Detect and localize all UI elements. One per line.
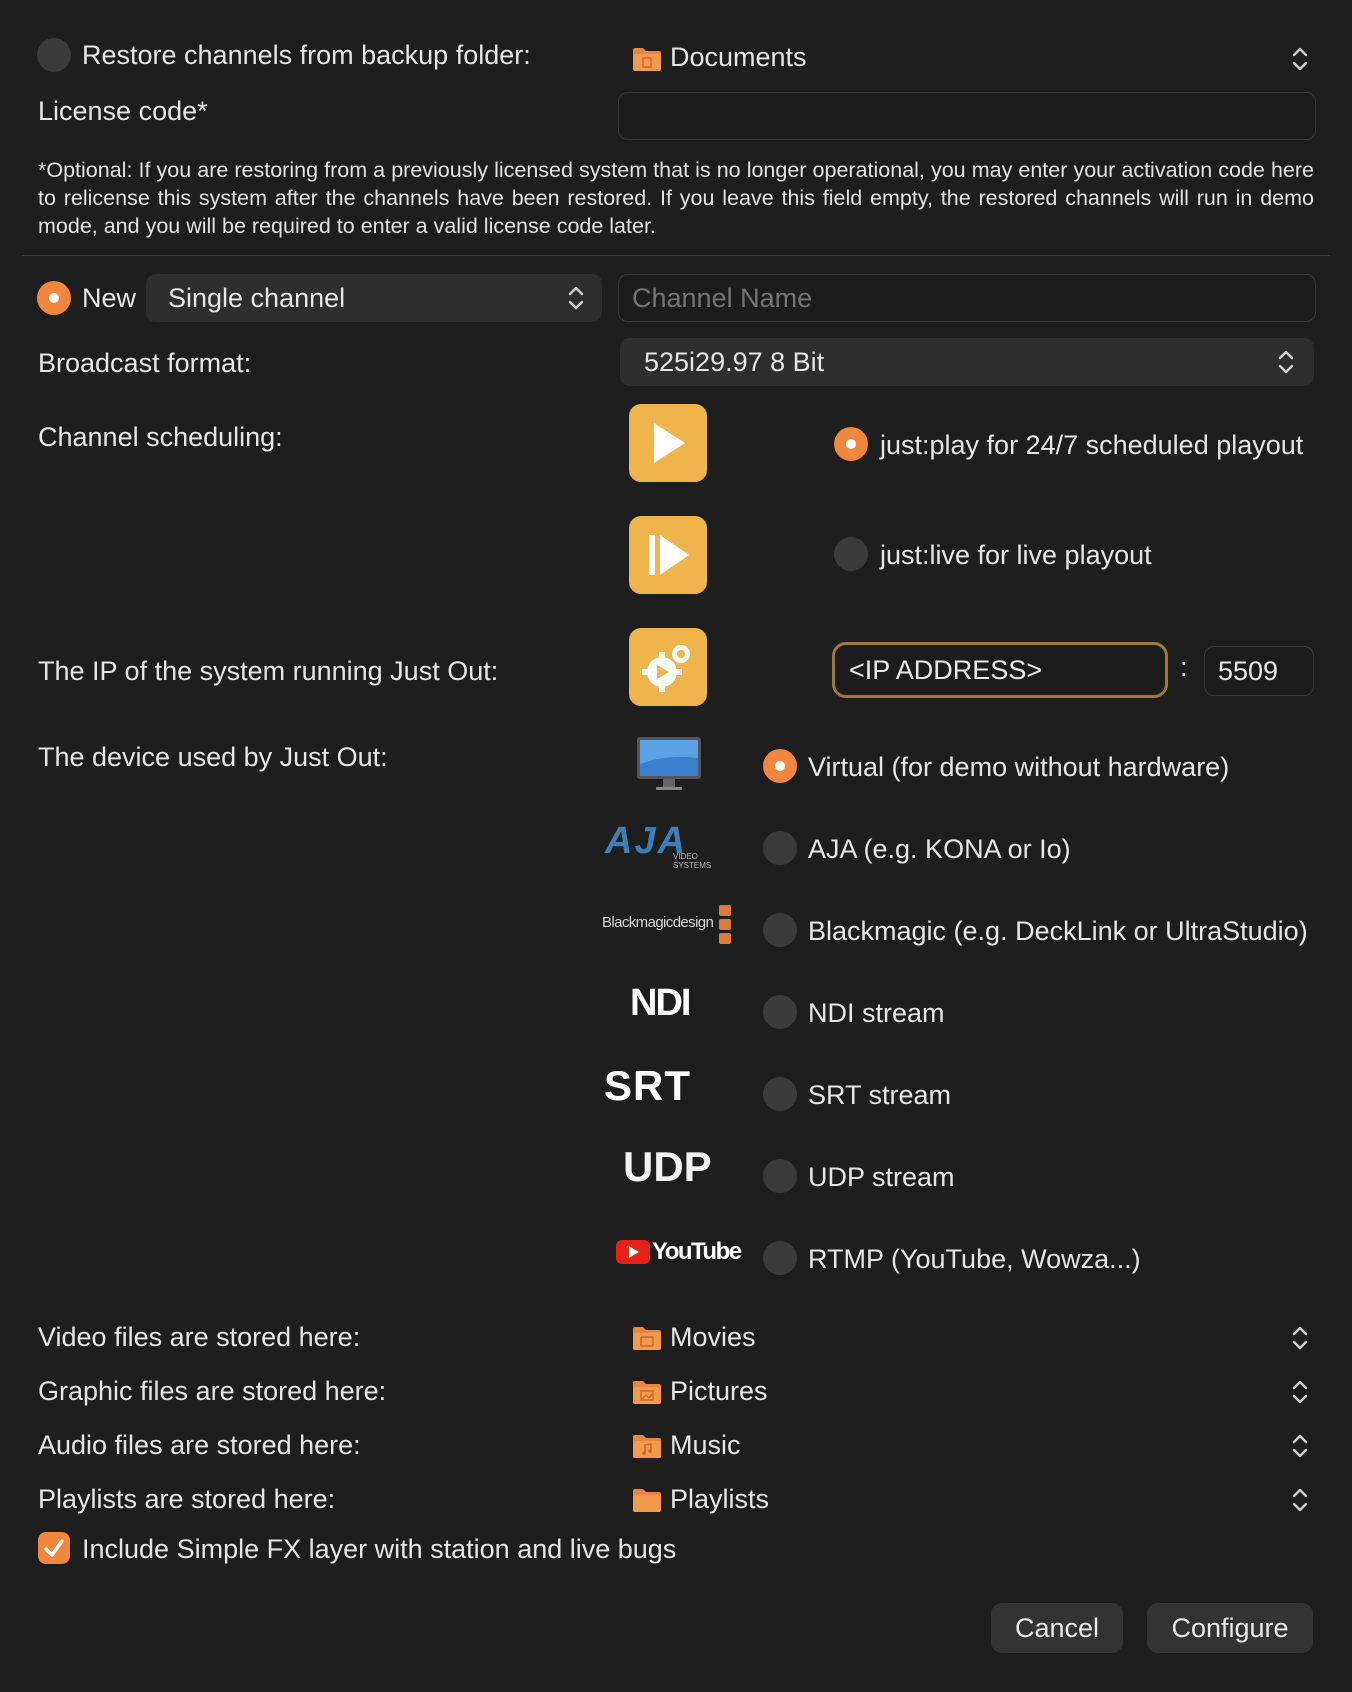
video-folder-popup[interactable]: Movies xyxy=(620,1318,1320,1358)
device-srt-label: SRT stream xyxy=(808,1080,952,1110)
device-rtmp-label: RTMP (YouTube, Wowza...) xyxy=(808,1244,1141,1274)
folder-icon xyxy=(633,1381,661,1404)
playlists-storage-label: Playlists are stored here: xyxy=(38,1484,336,1514)
chevron-updown-icon xyxy=(1292,1380,1308,1404)
new-channel-label: New xyxy=(82,283,137,313)
graphic-folder-value: Pictures xyxy=(670,1376,768,1406)
broadcast-format-value: 525i29.97 8 Bit xyxy=(644,347,825,377)
device-rtmp-radio[interactable] xyxy=(763,1241,797,1275)
just-live-label: just:live for live playout xyxy=(880,540,1152,570)
device-blackmagic-label: Blackmagic (e.g. DeckLink or UltraStudio… xyxy=(808,916,1308,946)
device-blackmagic-radio[interactable] xyxy=(763,913,797,947)
channel-type-value: Single channel xyxy=(168,283,346,313)
just-play-label: just:play for 24/7 scheduled playout xyxy=(880,430,1304,460)
aja-logo: AJA VIDEO SYSTEMS xyxy=(605,820,712,870)
play-app-icon xyxy=(629,404,707,482)
chevron-updown-icon xyxy=(1292,1434,1308,1458)
new-channel-radio[interactable] xyxy=(37,281,71,315)
playlists-folder-value: Playlists xyxy=(670,1484,770,1514)
blackmagic-logo: Blackmagicdesign xyxy=(602,902,732,946)
udp-logo: UDP xyxy=(623,1143,712,1190)
device-virtual-radio[interactable] xyxy=(763,749,797,783)
chevron-updown-icon xyxy=(1292,47,1308,71)
restore-folder-popup[interactable]: Documents xyxy=(620,38,1320,80)
just-out-gear-icon xyxy=(629,628,707,706)
device-ndi-label: NDI stream xyxy=(808,998,945,1028)
chevron-updown-icon xyxy=(1278,350,1294,374)
youtube-logo: YouTube xyxy=(616,1238,742,1268)
chevron-updown-icon xyxy=(568,286,584,310)
restore-folder-value: Documents xyxy=(670,42,807,72)
channel-type-popup[interactable]: Single channel xyxy=(146,274,602,322)
monitor-icon xyxy=(637,737,701,790)
cancel-button[interactable]: Cancel xyxy=(991,1603,1123,1653)
just-play-radio[interactable] xyxy=(834,427,868,461)
device-aja-radio[interactable] xyxy=(763,831,797,865)
channel-scheduling-label: Channel scheduling: xyxy=(38,422,283,452)
just-live-radio[interactable] xyxy=(834,537,868,571)
folder-icon xyxy=(633,1327,661,1350)
checkmark-icon xyxy=(44,1539,64,1557)
simple-fx-label: Include Simple FX layer with station and… xyxy=(82,1534,677,1564)
folder-icon xyxy=(633,48,661,71)
device-label: The device used by Just Out: xyxy=(38,742,388,772)
device-srt-radio[interactable] xyxy=(763,1077,797,1111)
broadcast-format-label: Broadcast format: xyxy=(38,348,252,378)
folder-icon xyxy=(633,1489,661,1512)
folder-icon xyxy=(633,1435,661,1458)
device-virtual-label: Virtual (for demo without hardware) xyxy=(808,752,1230,782)
video-storage-label: Video files are stored here: xyxy=(38,1322,361,1352)
ip-label: The IP of the system running Just Out: xyxy=(38,656,499,686)
graphic-folder-popup[interactable]: Pictures xyxy=(620,1372,1320,1412)
broadcast-format-popup[interactable]: 525i29.97 8 Bit xyxy=(620,338,1314,386)
video-folder-value: Movies xyxy=(670,1322,756,1352)
simple-fx-checkbox[interactable] xyxy=(38,1532,70,1564)
ip-port-separator: : xyxy=(1180,652,1188,682)
audio-folder-value: Music xyxy=(670,1430,741,1460)
restore-radio[interactable] xyxy=(37,38,71,72)
chevron-updown-icon xyxy=(1292,1488,1308,1512)
section-divider xyxy=(22,255,1330,256)
channel-name-input[interactable] xyxy=(618,274,1316,322)
device-udp-label: UDP stream xyxy=(808,1162,955,1192)
live-app-icon xyxy=(629,516,707,594)
configure-button[interactable]: Configure xyxy=(1147,1603,1313,1653)
playlists-folder-popup[interactable]: Playlists xyxy=(620,1480,1320,1520)
license-code-input[interactable] xyxy=(618,92,1316,140)
license-label: License code* xyxy=(38,96,208,126)
port-input[interactable] xyxy=(1204,646,1314,696)
chevron-updown-icon xyxy=(1292,1326,1308,1350)
restore-label: Restore channels from backup folder: xyxy=(82,40,531,70)
ndi-logo: NDI xyxy=(630,982,691,1024)
audio-storage-label: Audio files are stored here: xyxy=(38,1430,361,1460)
srt-logo: SRT xyxy=(604,1062,691,1109)
device-udp-radio[interactable] xyxy=(763,1159,797,1193)
license-note: *Optional: If you are restoring from a p… xyxy=(38,158,1314,238)
device-ndi-radio[interactable] xyxy=(763,995,797,1029)
graphic-storage-label: Graphic files are stored here: xyxy=(38,1376,387,1406)
ip-address-input[interactable] xyxy=(832,642,1168,698)
device-aja-label: AJA (e.g. KONA or Io) xyxy=(808,834,1071,864)
audio-folder-popup[interactable]: Music xyxy=(620,1426,1320,1466)
